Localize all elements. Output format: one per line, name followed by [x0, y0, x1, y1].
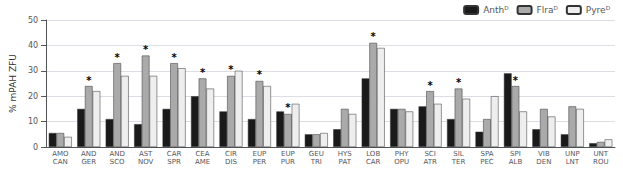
- svg-text:UNP: UNP: [565, 150, 580, 158]
- svg-text:AME: AME: [195, 158, 210, 166]
- svg-text:Pyreᴰ: Pyreᴰ: [586, 5, 611, 15]
- svg-text:NOV: NOV: [138, 158, 154, 166]
- svg-text:ATR: ATR: [423, 158, 437, 166]
- svg-text:AND: AND: [109, 150, 124, 158]
- svg-text:SPI: SPI: [510, 150, 521, 158]
- svg-text:EUP: EUP: [281, 150, 295, 158]
- svg-text:*: *: [171, 52, 177, 63]
- svg-text:0: 0: [33, 143, 38, 152]
- svg-text:*: *: [513, 75, 519, 86]
- svg-text:GEU: GEU: [309, 150, 324, 158]
- svg-text:ALB: ALB: [509, 158, 523, 166]
- svg-text:30: 30: [28, 66, 38, 75]
- svg-text:SPA: SPA: [480, 150, 493, 158]
- svg-text:Flraᴰ: Flraᴰ: [537, 5, 559, 15]
- svg-text:*: *: [285, 102, 291, 113]
- svg-text:CIR: CIR: [225, 150, 237, 158]
- svg-text:PER: PER: [253, 158, 267, 166]
- svg-text:*: *: [456, 77, 462, 88]
- svg-text:SPR: SPR: [167, 158, 181, 166]
- svg-text:20: 20: [28, 92, 38, 101]
- svg-text:50: 50: [28, 16, 38, 25]
- svg-text:*: *: [427, 80, 433, 91]
- svg-text:*: *: [257, 69, 263, 80]
- svg-text:PHY: PHY: [395, 150, 409, 158]
- svg-text:% mPAH ZFU: % mPAH ZFU: [8, 54, 18, 113]
- svg-text:10: 10: [28, 117, 38, 126]
- svg-text:OPU: OPU: [394, 158, 409, 166]
- svg-text:CAR: CAR: [366, 158, 381, 166]
- svg-text:LOB: LOB: [366, 150, 380, 158]
- svg-text:*: *: [371, 31, 377, 42]
- svg-text:AMO: AMO: [52, 150, 69, 158]
- svg-text:TER: TER: [451, 158, 466, 166]
- svg-text:DIS: DIS: [225, 158, 237, 166]
- svg-text:*: *: [228, 64, 234, 75]
- svg-text:LNT: LNT: [566, 158, 580, 166]
- svg-text:AST: AST: [139, 150, 153, 158]
- svg-text:*: *: [86, 75, 92, 86]
- svg-text:*: *: [143, 44, 149, 55]
- svg-text:Anthᴰ: Anthᴰ: [483, 5, 509, 15]
- svg-text:PAT: PAT: [339, 158, 352, 166]
- svg-text:VIB: VIB: [538, 150, 550, 158]
- svg-text:UNT: UNT: [593, 150, 608, 158]
- svg-text:*: *: [115, 52, 121, 63]
- svg-text:CAR: CAR: [167, 150, 182, 158]
- svg-text:DEN: DEN: [536, 158, 551, 166]
- svg-text:HYS: HYS: [338, 150, 353, 158]
- svg-text:ROU: ROU: [593, 158, 609, 166]
- svg-text:GER: GER: [81, 158, 96, 166]
- svg-text:CAN: CAN: [53, 158, 68, 166]
- svg-text:SIL: SIL: [453, 150, 464, 158]
- svg-text:PUR: PUR: [281, 158, 295, 166]
- svg-text:40: 40: [28, 41, 38, 50]
- svg-text:AND: AND: [81, 150, 96, 158]
- svg-text:EUP: EUP: [253, 150, 267, 158]
- svg-text:SCO: SCO: [110, 158, 125, 166]
- svg-text:*: *: [200, 67, 206, 78]
- svg-text:CEA: CEA: [195, 150, 209, 158]
- svg-text:SCI: SCI: [424, 150, 435, 158]
- svg-text:PEC: PEC: [480, 158, 494, 166]
- svg-text:TRI: TRI: [310, 158, 322, 166]
